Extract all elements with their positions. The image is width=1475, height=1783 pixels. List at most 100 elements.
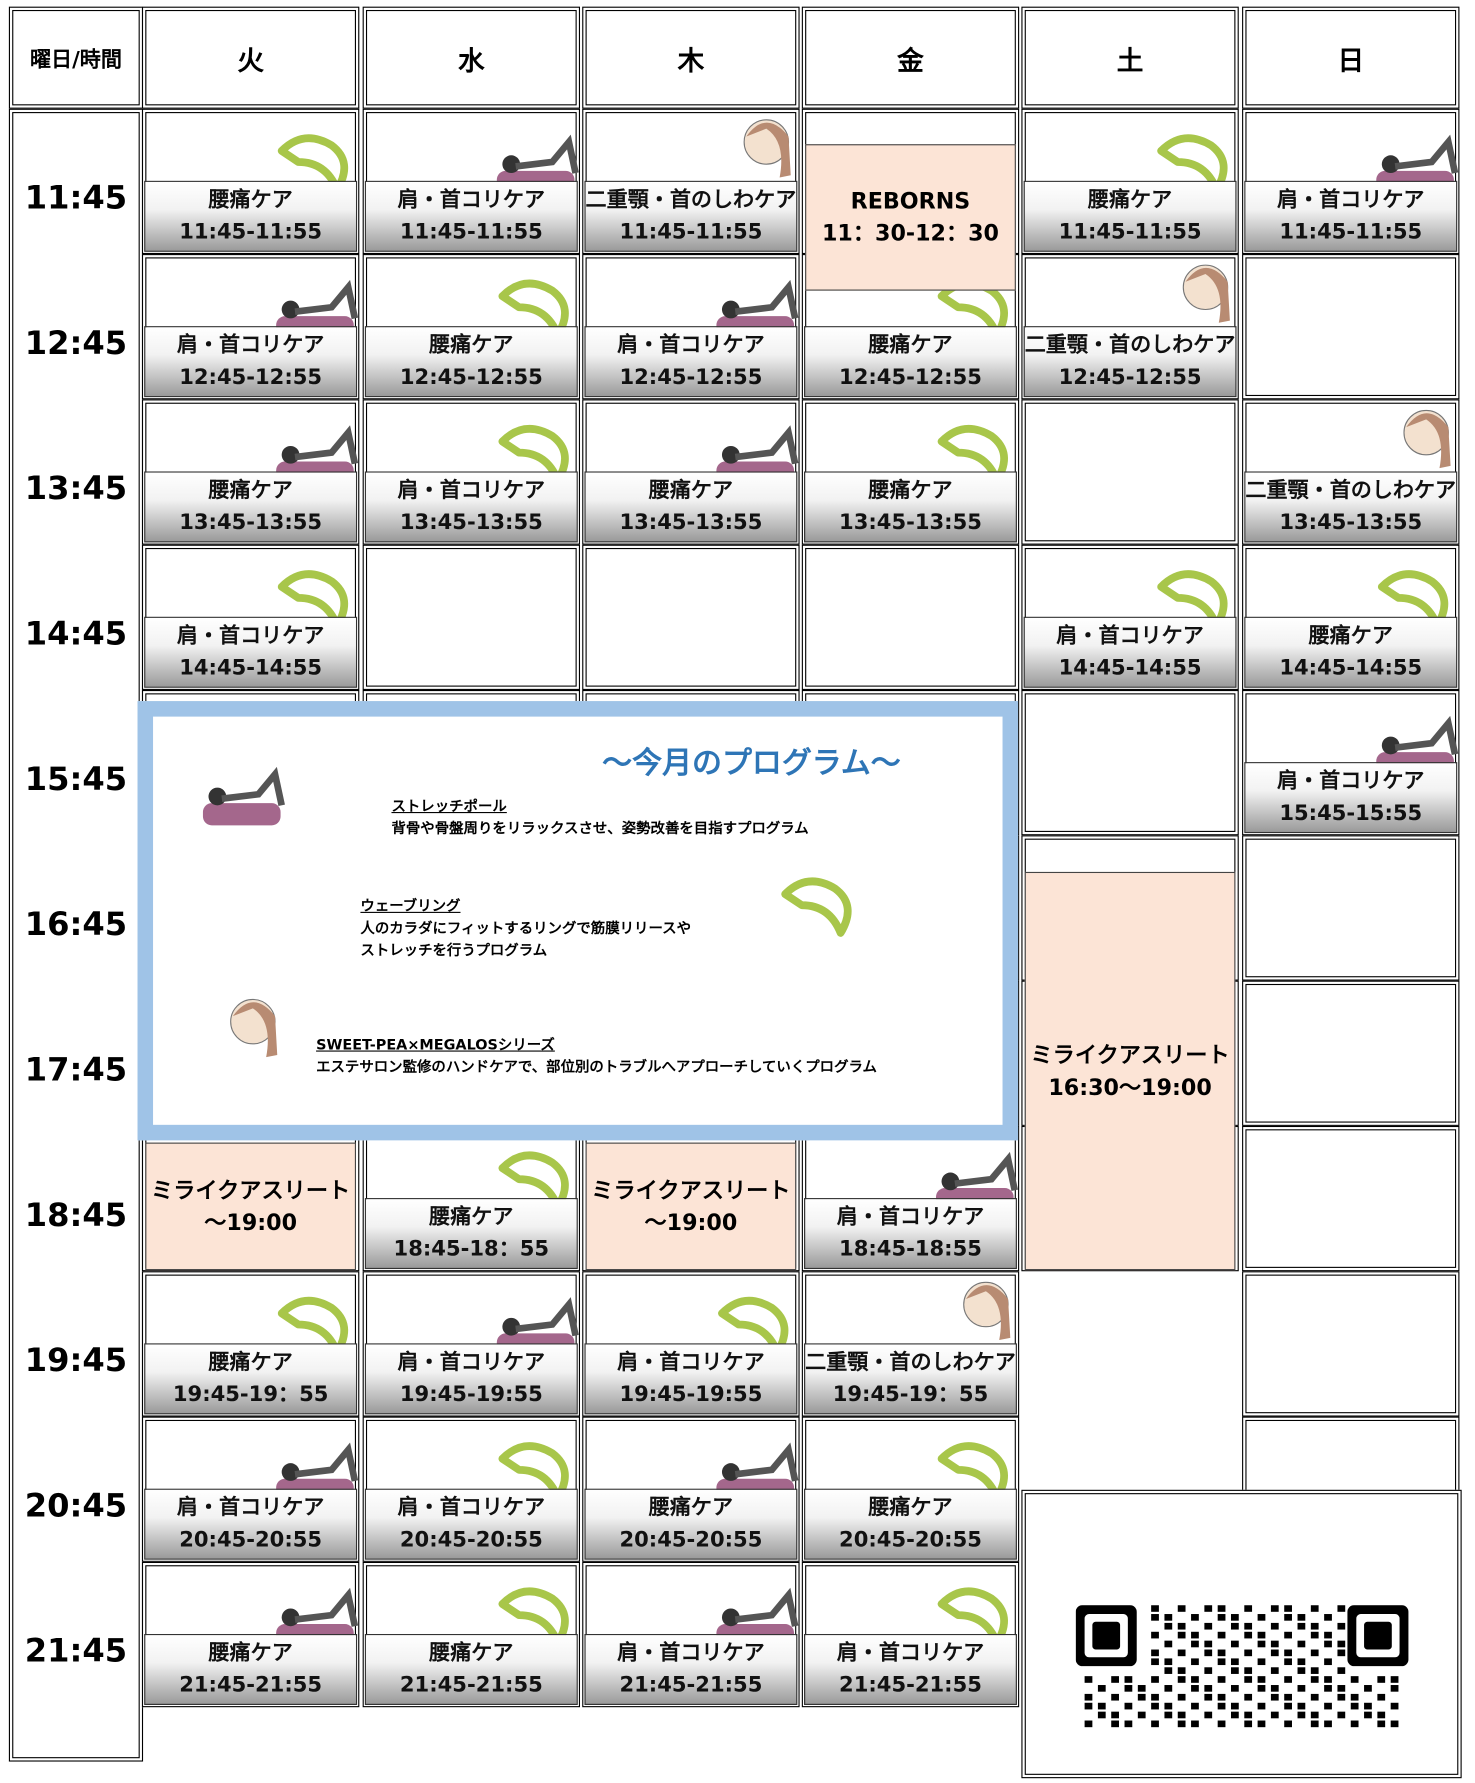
session: 腰痛ケア 13:45-13:55: [804, 471, 1017, 543]
session-name: 肩・首コリケア: [617, 1640, 765, 1666]
icon: [277, 1296, 349, 1357]
cell: [1242, 980, 1460, 1126]
session-time: 12:45-12:55: [839, 364, 982, 390]
session: 肩・首コリケア 14:45-14:55: [144, 616, 358, 688]
session: 肩・首コリケア 12:45-12:55: [584, 326, 798, 398]
session: 腰痛ケア 20:45-20:55: [804, 1488, 1017, 1560]
header-cell: 曜日/時間: [8, 6, 144, 109]
session: 肩・首コリケア 20:45-20:55: [144, 1488, 358, 1560]
icon: [1157, 134, 1228, 194]
session: 肩・首コリケア 19:45-19:55: [364, 1343, 578, 1415]
session-time: 21:45-21:55: [179, 1672, 323, 1698]
header-cell: 金: [801, 6, 1020, 109]
icon: [937, 425, 1008, 485]
session-name: 肩・首コリケア: [176, 332, 325, 358]
session: 二重顎・首のしわケア 19:45-19：55: [804, 1343, 1017, 1415]
time-label: 20:45: [24, 1486, 128, 1525]
session-name: 肩・首コリケア: [1276, 187, 1425, 212]
session: 腰痛ケア 18:45-18：55: [364, 1198, 578, 1270]
icon: [498, 1587, 569, 1647]
program-title: ～今月のプログラム～: [602, 746, 901, 781]
session: 腰痛ケア 21:45-21:55: [364, 1633, 578, 1705]
block-time: ～19:00: [204, 1208, 298, 1236]
session-name: 腰痛ケア: [208, 187, 293, 212]
icon: [781, 877, 852, 937]
program-desc: 人のカラダにフィットするリングで筋膜リリースや: [360, 920, 692, 938]
session-time: 20:45-20:55: [399, 1527, 543, 1552]
session-time: 11:45-11:55: [619, 219, 763, 245]
session-name: 腰痛ケア: [208, 1640, 293, 1666]
icon: [1157, 570, 1228, 630]
cell: [1242, 254, 1460, 400]
session-time: 12:45-12:55: [399, 364, 543, 390]
icon: [498, 279, 569, 339]
session-time: 13:45-13:55: [839, 510, 982, 535]
session-time: 14:45-14:55: [1279, 655, 1423, 681]
qr-area: [1021, 1489, 1462, 1779]
cell: [1021, 689, 1239, 836]
icon: [498, 1442, 569, 1502]
session: 腰痛ケア 14:45-14:55: [1244, 616, 1458, 688]
time-label: 16:45: [24, 905, 128, 943]
session-time: 11:45-11:55: [1279, 219, 1423, 245]
block-name: ミライクアスリート: [591, 1176, 791, 1204]
cell: [1242, 1271, 1460, 1417]
session-time: 12:45-12:55: [179, 364, 323, 390]
special-block: ミライクアスリート ～19:00: [585, 1142, 797, 1271]
session-name: 肩・首コリケア: [1276, 768, 1425, 794]
time-column: [8, 108, 144, 1762]
session-name: 肩・首コリケア: [617, 1350, 765, 1375]
time-label: 14:45: [24, 614, 128, 653]
header-cell: 土: [1021, 6, 1239, 109]
session-time: 18:45-18:55: [839, 1236, 982, 1262]
special-block: ミライクアスリート 16:30～19:00: [1024, 871, 1236, 1271]
icon: [230, 998, 278, 1058]
session-time: 19:45-19：55: [172, 1382, 329, 1407]
session-name: 腰痛ケア: [868, 478, 953, 503]
session-name: 腰痛ケア: [868, 1495, 953, 1520]
session-time: 12:45-12:55: [1058, 364, 1202, 390]
cell: [362, 544, 581, 690]
icon: [1377, 570, 1449, 630]
block-name: REBORNS: [850, 187, 971, 215]
time-label: 13:45: [24, 469, 128, 507]
session-time: 14:45-14:55: [179, 655, 323, 681]
icon: [1182, 264, 1230, 323]
session-time: 21:45-21:55: [399, 1672, 543, 1698]
session-time: 21:45-21:55: [839, 1672, 982, 1698]
session-name: 肩・首コリケア: [836, 1204, 985, 1230]
program-desc: 背骨や骨盤周りをリラックスさせ、姿勢改善を目指すプログラム: [391, 820, 809, 838]
time-label: 15:45: [24, 759, 128, 798]
session: 二重顎・首のしわケア 12:45-12:55: [1023, 326, 1237, 398]
cell: [582, 544, 800, 690]
session-time: 13:45-13:55: [1279, 510, 1423, 535]
session: 肩・首コリケア 21:45-21:55: [804, 1633, 1017, 1705]
session-time: 21:45-21:55: [619, 1672, 763, 1698]
block-name: ミライクアスリート: [151, 1176, 351, 1204]
session-time: 19:45-19：55: [832, 1382, 989, 1407]
program-panel: ～今月のプログラム～ ストレッチポール 背骨や骨盤周りをリラックスさせ、姿勢改善を目…: [137, 701, 1019, 1141]
program-desc: ストレッチを行うプログラム: [360, 942, 548, 960]
session: 腰痛ケア 21:45-21:55: [144, 1633, 358, 1705]
cell: [1021, 399, 1239, 545]
header-cell: 火: [141, 6, 360, 109]
icon: [937, 1587, 1008, 1647]
session: 肩・首コリケア 11:45-11:55: [364, 180, 578, 252]
session: 肩・首コリケア 14:45-14:55: [1023, 616, 1237, 688]
session: 肩・首コリケア 18:45-18:55: [804, 1198, 1017, 1270]
session-time: 19:45-19:55: [619, 1382, 763, 1407]
session-time: 15:45-15:55: [1279, 800, 1423, 826]
session-time: 13:45-13:55: [179, 510, 323, 535]
session-time: 14:45-14:55: [1058, 655, 1202, 681]
icon: [937, 1442, 1008, 1502]
time-label: 19:45: [24, 1341, 128, 1379]
icon: [1403, 409, 1451, 469]
session: 腰痛ケア 11:45-11:55: [144, 180, 358, 252]
qr-code: [1075, 1605, 1409, 1728]
session: 肩・首コリケア 20:45-20:55: [364, 1488, 578, 1560]
program-name: SWEET-PEA×MEGALOSシリーズ: [316, 1037, 555, 1054]
special-block: REBORNS 11：30-12：30: [805, 144, 1016, 291]
session: 腰痛ケア 12:45-12:55: [804, 326, 1017, 398]
session-name: 腰痛ケア: [868, 332, 953, 358]
session-name: 腰痛ケア: [429, 1640, 514, 1666]
